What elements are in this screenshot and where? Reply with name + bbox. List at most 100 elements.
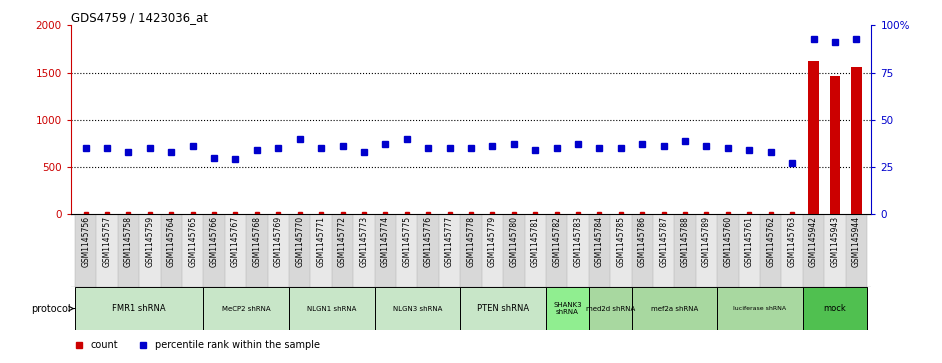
Text: GSM1145768: GSM1145768 [252,216,262,267]
Text: SHANK3
shRNA: SHANK3 shRNA [553,302,581,315]
Bar [851,67,862,214]
Bar [203,287,289,330]
Text: NLGN3 shRNA: NLGN3 shRNA [393,306,442,311]
Bar [225,214,246,287]
Bar [717,214,739,287]
Text: GSM1145780: GSM1145780 [510,216,518,267]
Text: GSM1145783: GSM1145783 [574,216,582,267]
Bar [824,214,846,287]
Text: GSM1145942: GSM1145942 [809,216,818,267]
Bar [289,214,311,287]
Bar [830,76,840,214]
Bar [782,214,803,287]
Text: GSM1145772: GSM1145772 [338,216,347,267]
Text: GSM1145786: GSM1145786 [638,216,647,267]
Bar [268,214,289,287]
Text: protocol: protocol [31,303,71,314]
Text: GSM1145760: GSM1145760 [723,216,733,268]
Bar [396,214,417,287]
Text: GSM1145756: GSM1145756 [81,216,90,268]
Bar [439,214,461,287]
Text: med2d shRNA: med2d shRNA [586,306,635,311]
Bar [696,214,717,287]
Bar [803,214,824,287]
Text: GSM1145767: GSM1145767 [231,216,240,268]
Text: GSM1145774: GSM1145774 [381,216,390,268]
Bar [546,287,589,330]
Bar [246,214,268,287]
Text: GSM1145763: GSM1145763 [788,216,797,268]
Text: GSM1145764: GSM1145764 [167,216,176,268]
Text: GSM1145789: GSM1145789 [702,216,711,267]
Text: GSM1145762: GSM1145762 [766,216,775,267]
Bar [674,214,696,287]
Bar [546,214,567,287]
Bar [139,214,160,287]
Text: mock: mock [823,304,846,313]
Bar [311,214,332,287]
Text: luciferase shRNA: luciferase shRNA [734,306,787,311]
Text: GSM1145782: GSM1145782 [552,216,561,267]
Bar [739,214,760,287]
Text: GSM1145759: GSM1145759 [145,216,154,268]
Bar [375,214,396,287]
Bar [417,214,439,287]
Text: GSM1145944: GSM1145944 [852,216,861,268]
Text: GSM1145775: GSM1145775 [402,216,412,268]
Text: GSM1145777: GSM1145777 [445,216,454,268]
Bar [481,214,503,287]
Text: GSM1145766: GSM1145766 [209,216,219,268]
Bar [118,214,139,287]
Bar [803,287,867,330]
Bar [589,214,610,287]
Bar [182,214,203,287]
Bar [525,214,546,287]
Bar [760,214,782,287]
Bar [846,214,867,287]
Bar [160,214,182,287]
Bar [332,214,353,287]
Text: percentile rank within the sample: percentile rank within the sample [154,340,319,350]
Text: GSM1145788: GSM1145788 [680,216,690,267]
Bar [589,287,631,330]
Text: GSM1145787: GSM1145787 [659,216,668,267]
Text: GSM1145785: GSM1145785 [616,216,625,267]
Text: count: count [90,340,119,350]
Text: GSM1145776: GSM1145776 [424,216,432,268]
Text: GSM1145773: GSM1145773 [360,216,368,268]
Bar [461,287,546,330]
Bar [461,214,481,287]
Bar [375,287,461,330]
Bar [631,214,653,287]
Text: GSM1145765: GSM1145765 [188,216,197,268]
Bar [717,287,803,330]
Text: GSM1145757: GSM1145757 [103,216,111,268]
Bar [203,214,225,287]
Bar [75,287,203,330]
Text: GSM1145781: GSM1145781 [530,216,540,267]
Bar [289,287,375,330]
Text: mef2a shRNA: mef2a shRNA [651,306,698,311]
Bar [653,214,674,287]
Text: PTEN shRNA: PTEN shRNA [477,304,529,313]
Bar [808,61,819,214]
Text: GSM1145771: GSM1145771 [317,216,326,267]
Text: GSM1145778: GSM1145778 [466,216,476,267]
Text: GSM1145770: GSM1145770 [295,216,304,268]
Text: MeCP2 shRNA: MeCP2 shRNA [222,306,270,311]
Text: GSM1145758: GSM1145758 [124,216,133,267]
Text: GSM1145943: GSM1145943 [831,216,839,268]
Text: GSM1145779: GSM1145779 [488,216,497,268]
Text: GDS4759 / 1423036_at: GDS4759 / 1423036_at [71,11,207,24]
Text: NLGN1 shRNA: NLGN1 shRNA [307,306,356,311]
Bar [567,214,589,287]
Bar [631,287,717,330]
Bar [610,214,631,287]
Text: GSM1145769: GSM1145769 [274,216,283,268]
Text: FMR1 shRNA: FMR1 shRNA [112,304,166,313]
Bar [75,214,96,287]
Bar [353,214,375,287]
Text: GSM1145784: GSM1145784 [595,216,604,267]
Bar [96,214,118,287]
Bar [503,214,525,287]
